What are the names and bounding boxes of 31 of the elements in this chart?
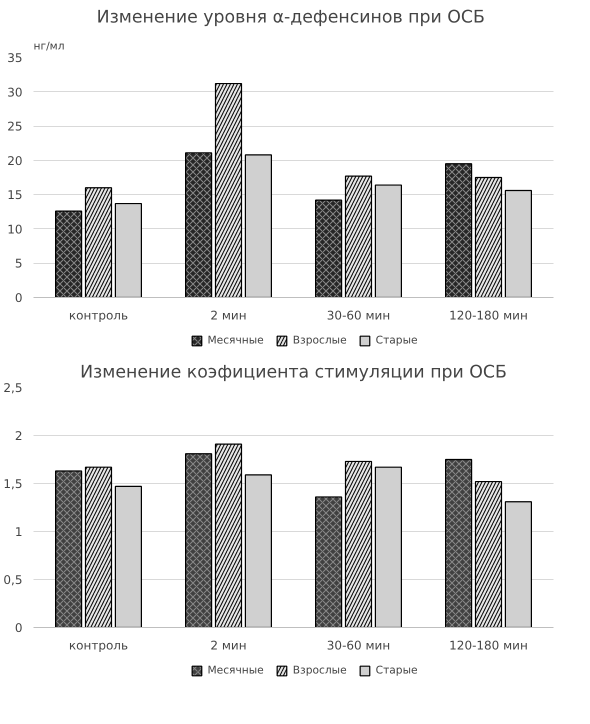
legend-label: Месячные (207, 334, 264, 346)
x-tick-label: 120-180 мин (449, 308, 528, 322)
legend-label: Старые (376, 664, 418, 676)
y-tick-label: 0 (14, 621, 23, 635)
x-tick-label: 30-60 мин (326, 308, 390, 322)
y-tick-label: 2,5 (3, 381, 23, 395)
chart-title: Изменение уровня α-дефенсинов при ОСБ (96, 8, 485, 28)
y-tick-label: 1 (14, 525, 23, 539)
legend-label: Месячные (207, 664, 264, 676)
x-tick-label: 2 мин (210, 308, 247, 322)
chart-title: Изменение коэфициента стимуляции при ОСБ (80, 362, 507, 382)
x-tick-label: 2 мин (210, 638, 247, 652)
y-tick-label: 35 (7, 51, 23, 65)
y-tick-label: 1,5 (3, 477, 23, 491)
y-tick-label: 0,5 (3, 573, 23, 587)
y-axis-title: нг/мл (34, 40, 65, 52)
legend-label: Старые (376, 334, 418, 346)
x-tick-label: 120-180 мин (449, 638, 528, 652)
y-tick-label: 25 (7, 120, 23, 134)
x-tick-label: 30-60 мин (326, 638, 390, 652)
x-tick-label: контроль (68, 638, 128, 652)
y-tick-label: 15 (7, 188, 23, 202)
x-tick-label: контроль (68, 308, 128, 322)
legend-label: Взрослые (292, 664, 347, 676)
y-tick-label: 10 (7, 222, 23, 236)
y-tick-label: 0 (14, 291, 23, 305)
y-tick-label: 5 (14, 256, 23, 271)
legend-label: Взрослые (292, 334, 347, 346)
y-tick-label: 20 (7, 154, 23, 168)
y-tick-label: 2 (14, 429, 23, 443)
y-tick-label: 30 (7, 85, 23, 100)
